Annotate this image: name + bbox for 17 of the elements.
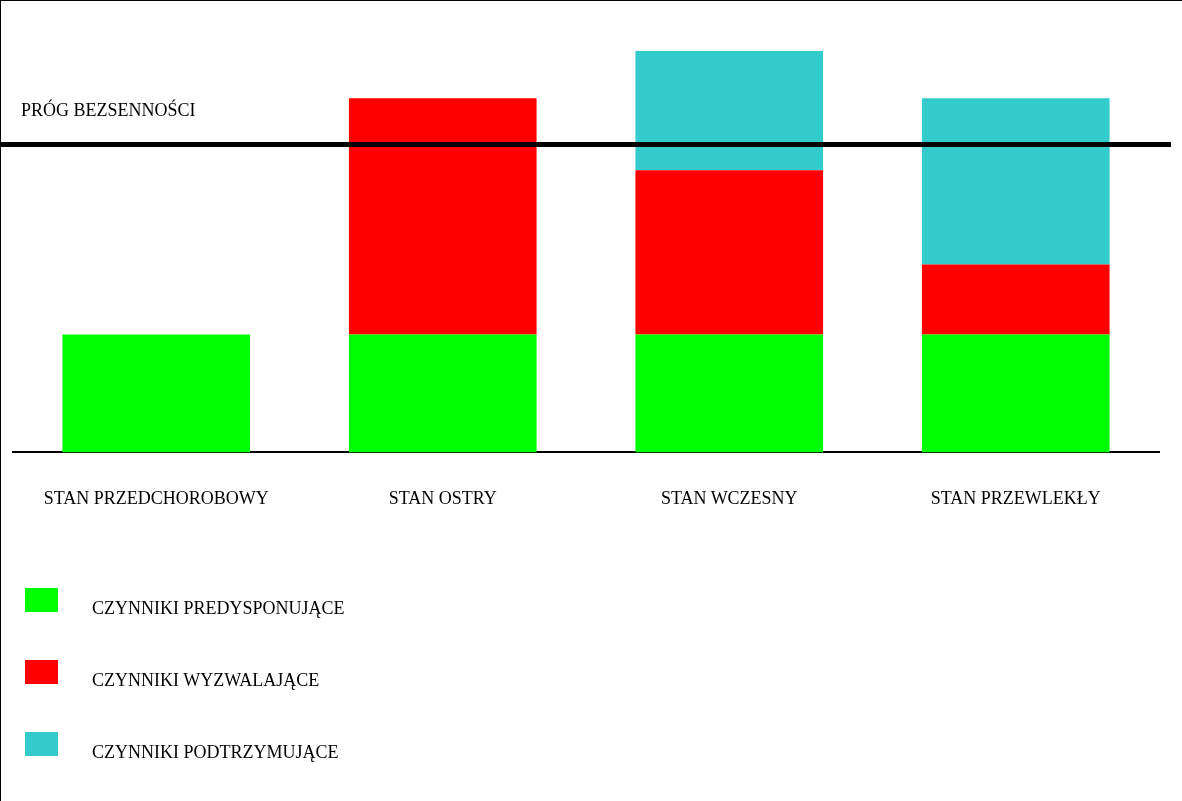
x-tick-label: STAN PRZEDCHOROBOWY [43,487,269,508]
bar [921,334,1110,453]
bar [635,51,824,171]
x-tick-label: STAN WCZESNY [660,487,798,508]
legend-label: CZYNNIKI PODTRZYMUJĄCE [92,742,339,763]
ref-line-label: PRÓG BEZSENNOŚCI [21,99,196,121]
legend-label: CZYNNIKI WYZWALAJĄCE [92,670,320,691]
legend-label: CZYNNIKI PREDYSPONUJĄCE [92,598,345,619]
bar [635,334,824,453]
x-tick-label: STAN OSTRY [388,487,497,508]
bar [348,334,537,453]
bar [348,98,537,335]
bar [921,98,1110,265]
bar [635,170,824,335]
x-tick-label: STAN PRZEWLEKŁY [930,487,1101,508]
bar [62,334,251,453]
bar [921,264,1110,335]
